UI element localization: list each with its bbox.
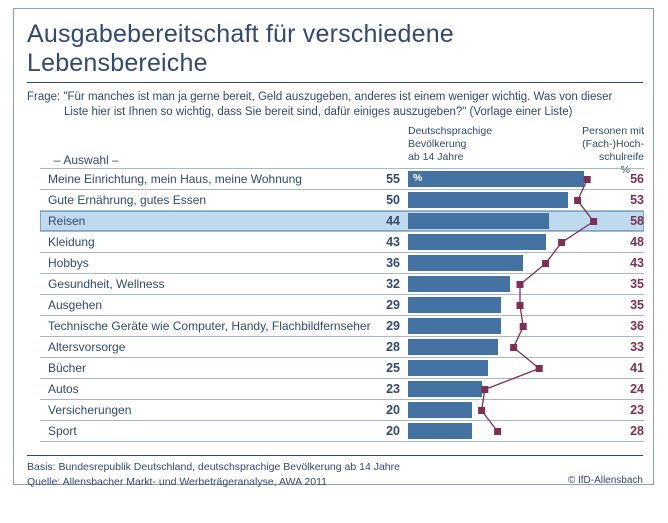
population-bar [408, 381, 482, 398]
bar-zone [408, 423, 608, 440]
table-row: Ausgehen 29 35 [40, 295, 644, 317]
graduates-value: 56 [630, 172, 644, 187]
graduates-column-header: Personen mit (Fach-)Hoch- schulreife [582, 125, 644, 164]
graduates-value: 24 [630, 382, 644, 397]
graduates-value: 41 [630, 361, 644, 376]
inbar-percent-label: % [413, 172, 423, 185]
category-label: Gute Ernährung, gutes Essen [48, 193, 207, 208]
category-label: Hobbys [48, 256, 89, 271]
population-bar [408, 297, 501, 314]
population-bar [408, 192, 568, 209]
population-bar [408, 213, 549, 230]
table-row: Gesundheit, Wellness 32 35 [40, 274, 644, 296]
category-label: Versicherungen [48, 403, 132, 418]
population-value: 50 [386, 193, 400, 208]
category-label: Meine Einrichtung, mein Haus, meine Wohn… [48, 172, 302, 187]
footer: Basis: Bundesrepublik Deutschland, deuts… [27, 460, 643, 488]
category-label: Reisen [48, 214, 86, 229]
bar-zone [408, 192, 608, 209]
bar-zone [408, 255, 608, 272]
basis-note: Basis: Bundesrepublik Deutschland, deuts… [27, 461, 400, 474]
graduates-percent-label: % [620, 164, 630, 177]
population-bar [408, 318, 501, 335]
population-bar [408, 234, 546, 251]
population-bar [408, 276, 511, 293]
bar-zone [408, 234, 608, 251]
graduates-value: 23 [630, 403, 644, 418]
population-value: 43 [386, 235, 400, 250]
graduates-value: 35 [630, 298, 644, 313]
bar-zone [408, 213, 608, 230]
population-bar [408, 255, 524, 272]
category-label: Altersvorsorge [48, 340, 126, 355]
graduates-value: 33 [630, 340, 644, 355]
bar-zone [408, 360, 608, 377]
population-value: 29 [386, 298, 400, 313]
table-row: Sport 20 28 [40, 421, 644, 443]
population-column-header: Deutschsprachige Bevölkerung ab 14 Jahre [408, 125, 493, 164]
chart-rows: Meine Einrichtung, mein Haus, meine Wohn… [40, 168, 644, 443]
category-label: Technische Geräte wie Computer, Handy, F… [48, 319, 371, 334]
footer-divider [27, 455, 643, 457]
table-row: Hobbys 36 43 [40, 253, 644, 275]
bar-zone [408, 402, 608, 419]
population-value: 23 [386, 382, 400, 397]
population-bar [408, 423, 472, 440]
category-label: Autos [48, 382, 79, 397]
population-value: 29 [386, 319, 400, 334]
source-note: Quelle: Allensbacher Markt- und Werbeträ… [27, 475, 327, 488]
table-row: Bücher 25 41 [40, 358, 644, 380]
population-value: 36 [386, 256, 400, 271]
bar-zone [408, 339, 608, 356]
title-divider [27, 82, 643, 83]
graduates-value: 36 [630, 319, 644, 334]
population-bar [408, 339, 498, 356]
population-value: 25 [386, 361, 400, 376]
table-row: Reisen 44 58 [40, 211, 644, 233]
graduates-value: 28 [630, 424, 644, 439]
population-bar [408, 360, 488, 377]
population-value: 20 [386, 424, 400, 439]
population-bar [408, 171, 584, 188]
graduates-value: 48 [630, 235, 644, 250]
population-value: 44 [386, 214, 400, 229]
bar-zone: % [408, 171, 608, 188]
population-bar [408, 402, 472, 419]
table-row: Technische Geräte wie Computer, Handy, F… [40, 316, 644, 338]
bar-zone [408, 318, 608, 335]
page-title: Ausgabebereitschaft für verschiedene Leb… [27, 20, 454, 77]
table-row: Gute Ernährung, gutes Essen 50 53 [40, 190, 644, 212]
table-row: Altersvorsorge 28 33 [40, 337, 644, 359]
category-label: Kleidung [48, 235, 95, 250]
population-value: 55 [386, 172, 400, 187]
graduates-value: 53 [630, 193, 644, 208]
selection-label: – Auswahl – [54, 152, 119, 167]
chart-frame: Ausgabebereitschaft für verschiedene Leb… [13, 8, 654, 488]
bar-zone [408, 297, 608, 314]
table-row: Meine Einrichtung, mein Haus, meine Wohn… [40, 169, 644, 191]
copyright-note: © IfD-Allensbach [567, 475, 643, 487]
population-value: 28 [386, 340, 400, 355]
survey-question: Frage: "Für manches ist man ja gerne ber… [27, 91, 613, 118]
column-headers: Deutschsprachige Bevölkerung ab 14 Jahre… [40, 119, 644, 176]
population-value: 20 [386, 403, 400, 418]
category-label: Gesundheit, Wellness [48, 277, 165, 292]
table-row: Autos 23 24 [40, 379, 644, 401]
category-label: Ausgehen [48, 298, 103, 313]
table-row: Kleidung 43 48 [40, 232, 644, 254]
graduates-value: 43 [630, 256, 644, 271]
graduates-value: 58 [630, 214, 644, 229]
table-row: Versicherungen 20 23 [40, 400, 644, 422]
bar-zone [408, 276, 608, 293]
category-label: Bücher [48, 361, 87, 376]
graduates-value: 35 [630, 277, 644, 292]
population-value: 32 [386, 277, 400, 292]
category-label: Sport [48, 424, 77, 439]
bar-zone [408, 381, 608, 398]
